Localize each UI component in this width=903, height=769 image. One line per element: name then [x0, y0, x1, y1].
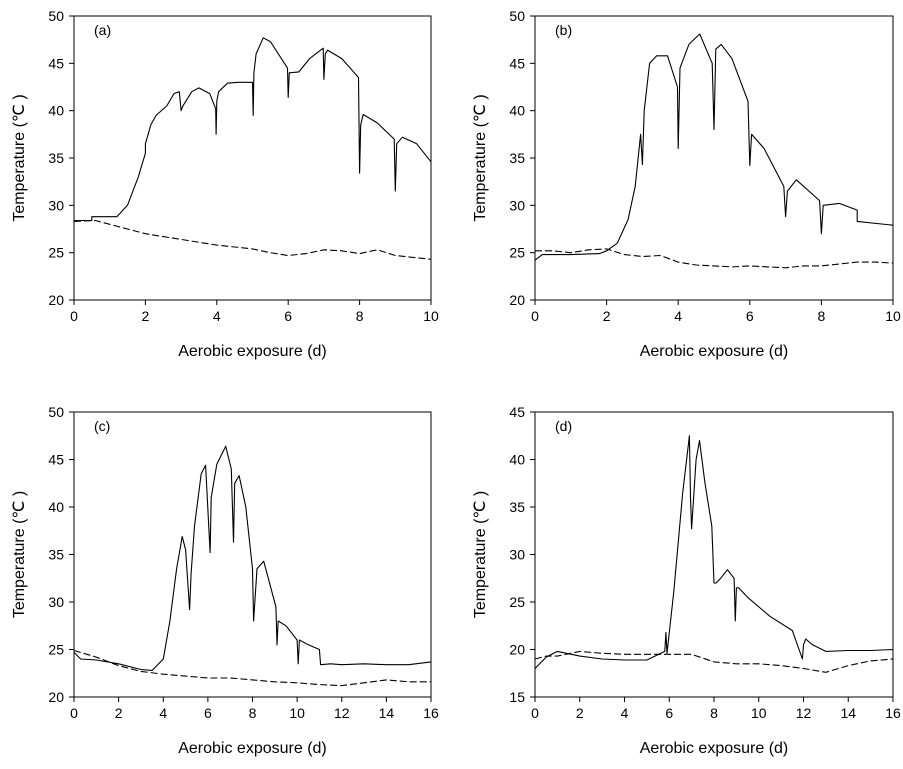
x-tick-label: 0: [70, 308, 78, 324]
y-tick-label: 30: [509, 547, 525, 563]
x-tick-label: 6: [284, 308, 292, 324]
plot-frame: [73, 15, 432, 301]
x-tick-label: 4: [159, 705, 167, 721]
y-tick-label: 45: [509, 55, 525, 71]
x-tick-label: 0: [531, 308, 539, 324]
dashed-series-line: [535, 248, 894, 269]
y-tick-label: 45: [48, 452, 64, 468]
y-tick-label: 15: [509, 689, 525, 705]
y-tick-label: 35: [48, 547, 64, 563]
plot-frame: [534, 411, 894, 698]
chart-panel-3: 0 2 4 6 8 10 12 14 16 20 25 30 35 40 45 50 Aerobic expos…: [11, 404, 439, 757]
y-tick-label: 40: [509, 452, 525, 468]
x-tick-label: 4: [621, 705, 629, 721]
x-tick-label: 8: [249, 705, 257, 721]
x-tick-label: 14: [840, 705, 856, 721]
x-tick-label: 2: [142, 308, 150, 324]
y-tick-label: 25: [48, 642, 64, 658]
y-tick-label: 35: [509, 499, 525, 515]
dashed-series-line: [534, 650, 894, 673]
y-axis-label: Temperature (℃ ): [11, 491, 28, 618]
x-tick-label: 2: [576, 705, 584, 721]
y-tick-label: 20: [509, 292, 525, 308]
y-tick-label: 45: [509, 404, 525, 420]
x-tick-label: 4: [674, 308, 682, 324]
x-tick-label: 6: [204, 705, 212, 721]
y-tick-label: 50: [48, 404, 64, 420]
x-tick-label: 0: [70, 705, 78, 721]
chart-panel-4: 0 2 4 6 8 10 12 14 16 15 20 25 30 35 40 45 Aerobic expos…: [472, 404, 901, 757]
y-tick-label: 50: [48, 8, 64, 24]
x-tick-label: 8: [818, 308, 826, 324]
x-tick-label: 6: [665, 705, 673, 721]
x-tick-label: 10: [885, 308, 901, 324]
solid-series-line: [74, 37, 432, 222]
x-axis-label: Aerobic exposure (d): [178, 740, 327, 757]
panel-label: (d): [555, 418, 572, 434]
y-tick-label: 20: [48, 292, 64, 308]
x-tick-label: 10: [289, 705, 305, 721]
x-tick-label: 12: [796, 705, 812, 721]
x-tick-label: 16: [885, 705, 901, 721]
solid-series-line: [534, 33, 894, 261]
x-tick-label: 2: [603, 308, 611, 324]
y-axis-label: Temperature (℃ ): [472, 491, 489, 618]
x-axis-label: Aerobic exposure (d): [640, 343, 789, 360]
y-tick-label: 25: [48, 245, 64, 261]
solid-series-line: [73, 445, 432, 671]
panel-label: (b): [555, 22, 572, 38]
x-tick-label: 10: [751, 705, 767, 721]
x-tick-label: 8: [710, 705, 718, 721]
y-tick-label: 40: [48, 499, 64, 515]
y-tick-label: 35: [509, 150, 525, 166]
y-axis-label: Temperature (℃ ): [472, 94, 489, 221]
y-tick-label: 30: [509, 197, 525, 213]
y-tick-label: 30: [48, 197, 64, 213]
x-axis-label: Aerobic exposure (d): [178, 343, 327, 360]
chart-panel-1: 0 2 4 6 8 10 20 25 30 35 40 45 50 Aerobic exposure (d…: [11, 8, 439, 360]
plot-frame: [73, 411, 432, 698]
x-tick-label: 0: [531, 705, 539, 721]
x-tick-label: 6: [746, 308, 754, 324]
y-tick-label: 35: [48, 150, 64, 166]
x-tick-label: 14: [379, 705, 395, 721]
panel-label: (c): [94, 418, 110, 434]
x-tick-label: 8: [356, 308, 364, 324]
y-tick-label: 50: [509, 8, 525, 24]
y-tick-label: 20: [509, 642, 525, 658]
y-axis-label: Temperature (℃ ): [11, 94, 28, 221]
y-tick-label: 20: [48, 689, 64, 705]
y-tick-label: 30: [48, 594, 64, 610]
solid-series-line: [534, 435, 894, 669]
y-tick-label: 40: [48, 103, 64, 119]
dashed-series-line: [73, 219, 432, 260]
panel-label: (a): [94, 22, 111, 38]
dashed-series-line: [73, 649, 431, 687]
y-tick-label: 25: [509, 594, 525, 610]
y-tick-label: 45: [48, 55, 64, 71]
x-tick-label: 4: [213, 308, 221, 324]
x-tick-label: 16: [423, 705, 439, 721]
chart-panel-2: 0 2 4 6 8 10 20 25 30 35 40 45 50 Aerobic exposure (d…: [472, 8, 901, 360]
y-tick-label: 40: [509, 103, 525, 119]
x-tick-label: 2: [115, 705, 123, 721]
plot-frame: [534, 15, 894, 301]
y-tick-label: 25: [509, 245, 525, 261]
x-tick-label: 12: [334, 705, 350, 721]
x-axis-label: Aerobic exposure (d): [640, 740, 789, 757]
x-tick-label: 10: [423, 308, 439, 324]
